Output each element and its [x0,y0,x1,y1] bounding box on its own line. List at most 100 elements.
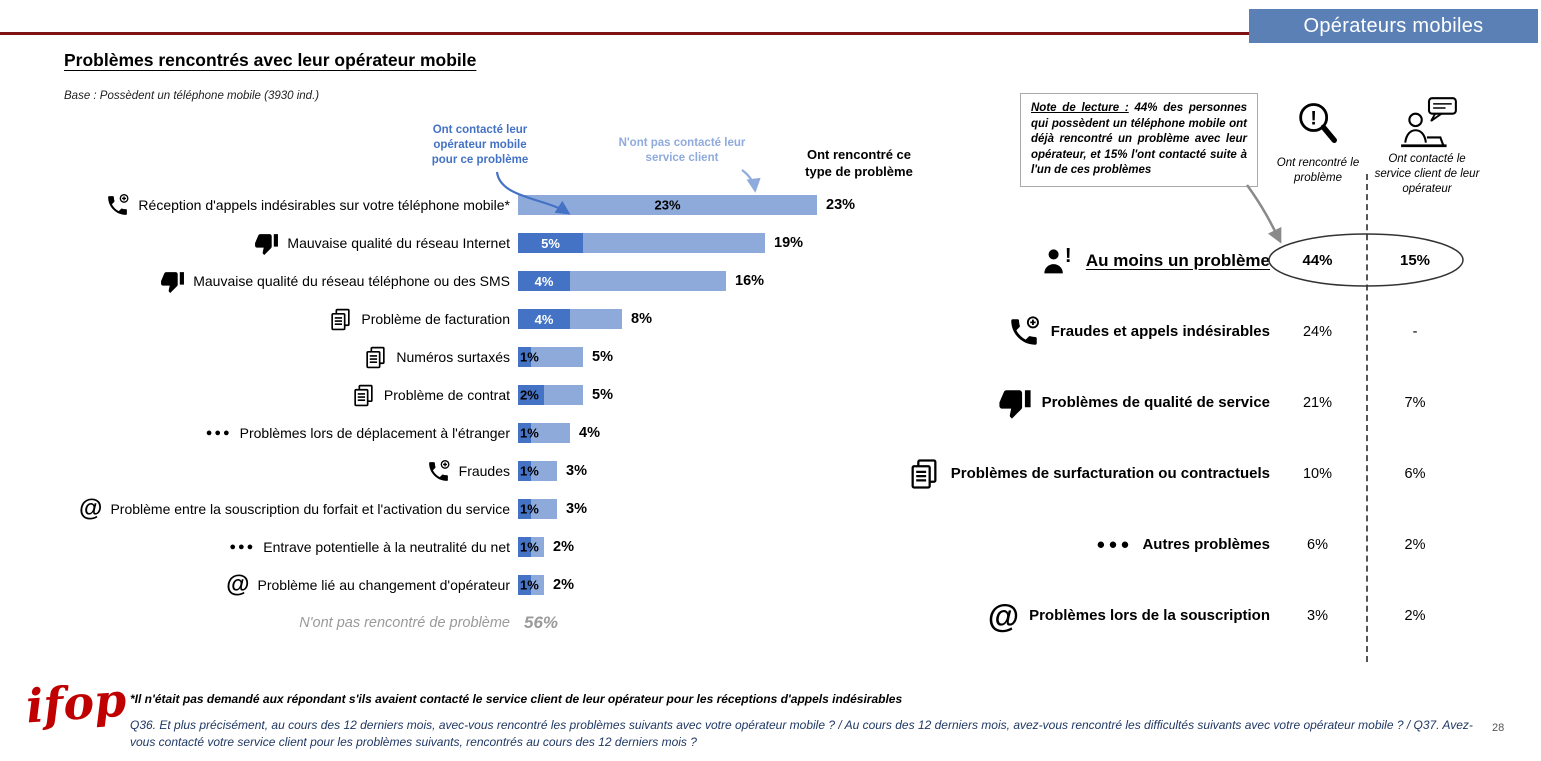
bar-contacted-label: 1% [520,463,539,479]
bar-contacted-segment [518,423,531,443]
bar-total-label: 16% [735,273,765,289]
summary-row: Problèmes de qualité de service 21% 7% [860,367,1470,438]
summary-row-label: ! Au moins un problème [860,244,1270,278]
svg-text:!: ! [1065,244,1072,266]
phone-plus-icon [426,459,451,484]
summary-row-label: ●●● Autres problèmes [860,536,1270,553]
summary-category-text: Fraudes et appels indésirables [1050,323,1270,340]
chart-category-text: Mauvaise qualité du réseau Internet [287,235,510,251]
summary-category-text: Problèmes de qualité de service [1041,394,1270,411]
summary-row: ! Au moins un problème 44% 15% [860,225,1470,296]
chart-bar: 1% 2% [518,537,574,557]
chart-bar: 1% 5% [518,347,613,367]
chart-row-label: Réception d'appels indésirables sur votr… [8,193,510,218]
chart-bar: 1% 2% [518,575,574,595]
bar-total-segment: 1% [518,575,544,595]
summary-encountered-value: 44% [1302,252,1333,269]
bar-total-label: 23% [826,197,856,213]
chart-category-text: Numéros surtaxés [396,349,510,365]
person-exclamation-icon: ! [1042,244,1076,278]
bar-total-label: 8% [631,311,652,327]
bar-contacted-label: 1% [520,425,539,441]
chart-row-label: @ Problème entre la souscription du forfa… [8,497,510,521]
page-title: Problèmes rencontrés avec leur opérateur… [64,50,477,70]
summary-category-text: Problèmes de surfacturation ou contractu… [950,465,1270,482]
chart-row: Mauvaise qualité du réseau Internet 5% 19% [8,224,938,262]
chart-bar: 5% 19% [518,233,803,253]
chart-bar: 1% 3% [518,461,587,481]
phone-plus-icon [1007,315,1041,349]
bar-total-segment: 5% [518,233,765,253]
chart-row-label: Problème de contrat [8,383,510,408]
summary-category-text: Autres problèmes [1142,536,1270,553]
column-header-encountered: Ont rencontré le problème [1276,157,1360,184]
bar-total-segment: 1% [518,499,557,519]
reading-note-lead: Note de lecture : [1031,102,1129,114]
chart-row-label: Numéros surtaxés [8,345,510,370]
at-icon: @ [226,571,250,598]
annotation-encountered: Ont rencontré ce type de problème [805,147,913,179]
chart-row-label: Mauvaise qualité du réseau téléphone ou … [8,269,510,294]
problems-bar-chart: Réception d'appels indésirables sur votr… [8,186,938,642]
bar-total-segment: 1% [518,347,583,367]
phone-plus-icon [105,193,130,218]
columns-dashed-divider [1366,174,1368,662]
bar-total-label: 3% [566,463,587,479]
bar-contacted-segment: 5% [518,233,583,253]
bar-contacted-segment [518,499,531,519]
bar-contacted-segment [518,461,531,481]
bar-total-label: 4% [579,425,600,441]
reading-note-box: Note de lecture : 44% des personnes qui … [1020,93,1258,187]
chart-row-label: Fraudes [8,459,510,484]
chart-category-text: Problème entre la souscription du forfai… [110,501,510,517]
chart-bar: 23% 23% [518,195,855,215]
summary-category-text: Au moins un problème [1085,250,1270,270]
reading-note-text: 44% des personnes qui possèdent un télép… [1031,102,1247,177]
summary-row: ●●● Autres problèmes 6% 2% [860,509,1470,580]
thumbs-down-icon [998,386,1032,420]
column-header-contacted: Ont contacté le service client de leur o… [1374,153,1480,195]
bar-contacted-label: 1% [520,349,539,365]
chart-row: Problème de contrat 2% 5% [8,376,938,414]
chart-row: Réception d'appels indésirables sur votr… [8,186,938,224]
bar-total-label: 2% [553,577,574,593]
bar-total-label: 3% [566,501,587,517]
summary-row: Fraudes et appels indésirables 24% - [860,296,1470,367]
base-note: Base : Possèdent un téléphone mobile (39… [64,90,320,102]
summary-encountered-value: 10% [1302,465,1333,482]
chart-category-text: Entrave potentielle à la neutralité du n… [263,539,510,555]
bar-total-segment: 4% [518,309,622,329]
no-problem-row: N'ont pas rencontré de problème 56% [8,604,938,642]
thumbs-down-icon [160,269,185,294]
summary-encountered-value: 24% [1302,323,1333,340]
documents-icon [351,383,376,408]
bar-total-segment: 1% [518,537,544,557]
summary-row: @ Problèmes lors de la souscription 3% 2% [860,580,1470,651]
bar-contacted-segment [518,537,531,557]
bar-total-label: 19% [774,235,804,251]
chart-row: ●●● Entrave potentielle à la neutralité d… [8,528,938,566]
bar-total-segment: 1% [518,423,570,443]
bar-contacted-segment: 4% [518,309,570,329]
documents-icon [363,345,388,370]
svg-text:!: ! [1310,108,1317,130]
no-problem-value: 56% [524,613,559,632]
chart-bar: 1% 3% [518,499,587,519]
documents-icon [328,307,353,332]
bar-total-segment: 2% [518,385,583,405]
support-agent-icon [1398,96,1460,150]
summary-contacted-value: 2% [1404,607,1426,624]
dots-icon: ●●● [229,541,256,553]
chart-category-text: Problème de contrat [383,387,510,403]
chart-bar: 2% 5% [518,385,613,405]
chart-category-text: Réception d'appels indésirables sur votr… [138,197,510,213]
chart-row: Mauvaise qualité du réseau téléphone ou … [8,262,938,300]
bar-contacted-label: 5% [541,235,560,251]
summary-encountered-value: 6% [1307,536,1328,553]
summary-contacted-value: 15% [1399,252,1431,269]
documents-icon [907,457,941,491]
dots-icon: ●●● [1096,536,1133,553]
summary-row-label: Fraudes et appels indésirables [860,315,1270,349]
summary-encountered-value: 3% [1307,607,1328,624]
